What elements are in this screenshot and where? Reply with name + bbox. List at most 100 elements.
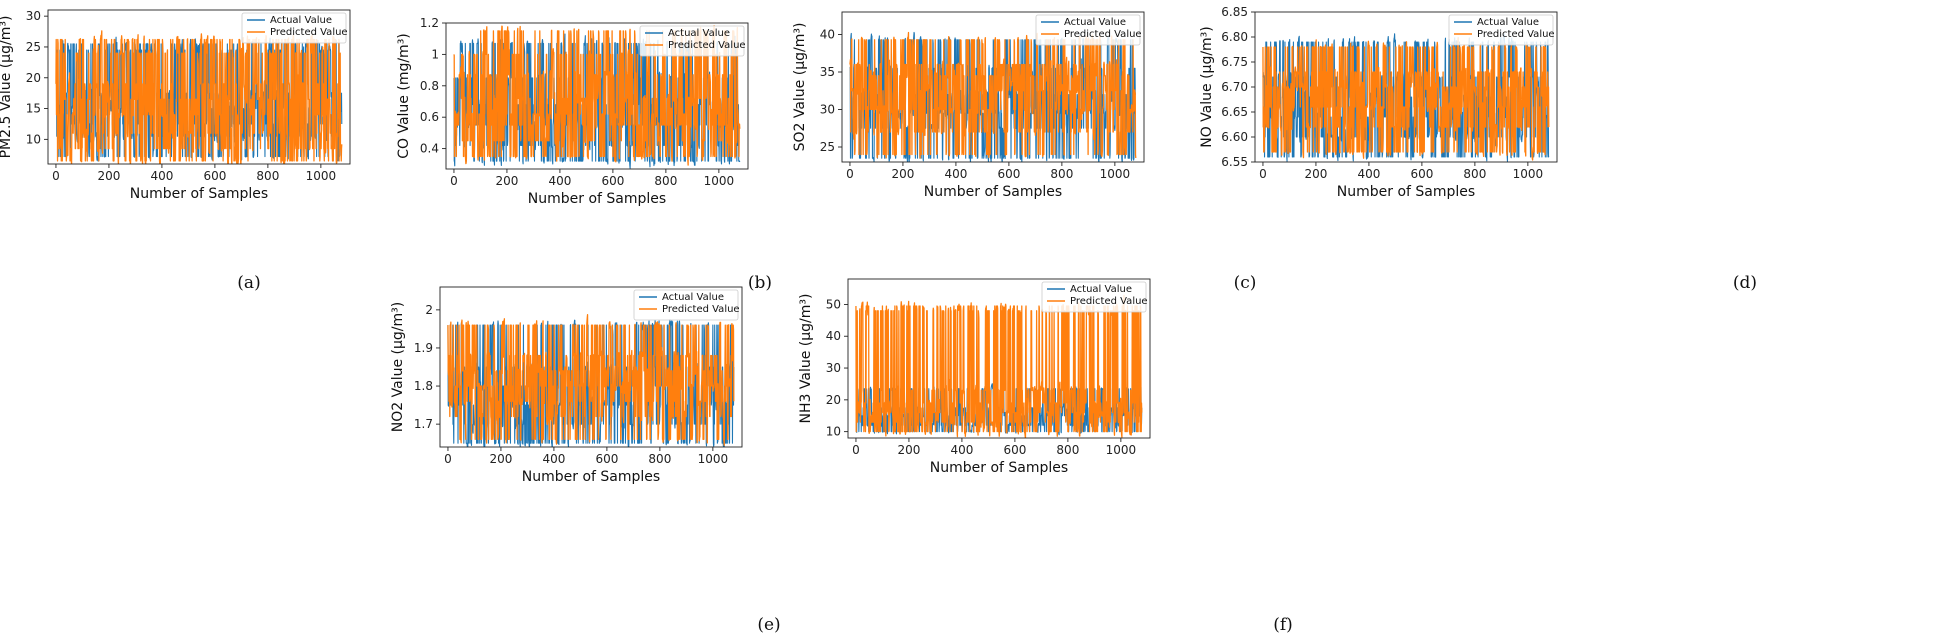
y-axis-label-d: NO Value (µg/m³) <box>1199 26 1215 148</box>
panel-f: 0 200 400 600 800 1000 10 20 30 40 50 Number of Sam… <box>798 278 1293 635</box>
legend-box-c <box>1035 14 1141 46</box>
y-tick-label-d-3: 6.70 <box>1221 80 1248 94</box>
caption-e: (e) <box>757 615 780 635</box>
x-axis-label-a: Number of Samples <box>130 186 268 202</box>
y-tick-label-e-1: 1.8 <box>414 379 433 393</box>
y-axis-label-f: NH3 Value (µg/m³) <box>798 294 814 424</box>
y-tick-label-d-4: 6.75 <box>1221 55 1248 69</box>
legend-box-a <box>241 12 347 44</box>
x-tick-label-b-600: 600 <box>601 174 624 188</box>
legend-entry-a-1: Predicted Value <box>270 27 348 38</box>
y-tick-label-b-2: 0.8 <box>420 79 439 93</box>
legend-entry-d-1: Predicted Value <box>1477 29 1555 40</box>
y-tick-label-a-3: 25 <box>26 40 41 54</box>
y-tick-label-c-1: 30 <box>820 103 835 117</box>
y-tick-label-e-0: 1.7 <box>414 417 433 431</box>
panel-d: 0 200 400 600 800 1000 6.55 6.60 6.65 6.70 6.75 6.8… <box>1199 5 1757 293</box>
legend-entry-f-0: Actual Value <box>1070 284 1132 295</box>
x-tick-label-d-200: 200 <box>1304 167 1327 181</box>
series-line-f-predicted <box>855 294 1143 438</box>
y-tick-label-f-4: 50 <box>826 297 841 311</box>
series-group-b <box>453 25 741 169</box>
x-tick-label-e-0: 0 <box>444 452 452 466</box>
panel-a: 0 200 400 600 800 1000 10 15 20 25 30 Number of Sam… <box>0 9 351 293</box>
x-tick-label-d-800: 800 <box>1463 167 1486 181</box>
x-tick-label-f-600: 600 <box>1003 443 1026 457</box>
plot-frame-b <box>445 22 749 170</box>
y-tick-label-d-6: 6.85 <box>1221 5 1248 19</box>
y-tick-label-f-3: 40 <box>826 329 841 343</box>
x-tick-label-c-400: 400 <box>944 167 967 181</box>
x-tick-label-d-600: 600 <box>1410 167 1433 181</box>
y-tick-label-d-2: 6.65 <box>1221 105 1248 119</box>
x-tick-label-b-0: 0 <box>450 174 458 188</box>
caption-f: (f) <box>1273 615 1293 635</box>
panel-c: 0 200 400 600 800 1000 25 30 35 40 Number of Sampl… <box>792 11 1257 293</box>
series-line-a-predicted <box>55 30 343 164</box>
x-tick-label-c-0: 0 <box>846 167 854 181</box>
x-tick-label-f-0: 0 <box>852 443 860 457</box>
legend-entry-c-1: Predicted Value <box>1064 29 1142 40</box>
y-tick-label-b-1: 0.6 <box>420 110 439 124</box>
x-tick-label-d-400: 400 <box>1357 167 1380 181</box>
x-tick-label-f-800: 800 <box>1056 443 1079 457</box>
y-tick-label-a-0: 10 <box>26 132 41 146</box>
x-tick-label-a-400: 400 <box>150 169 173 183</box>
series-group-f <box>855 294 1143 438</box>
panel-b: 0 200 400 600 800 1000 0.4 0.6 0.8 1 1.2 Number of … <box>396 16 772 293</box>
legend-box-f <box>1041 281 1147 313</box>
legend-entry-a-0: Actual Value <box>270 15 332 26</box>
plot-frame-e <box>439 286 743 448</box>
x-tick-label-a-0: 0 <box>52 169 60 183</box>
x-tick-label-f-1000: 1000 <box>1106 443 1137 457</box>
x-tick-label-f-200: 200 <box>897 443 920 457</box>
legend-entry-d-0: Actual Value <box>1477 17 1539 28</box>
x-tick-label-b-200: 200 <box>495 174 518 188</box>
caption-c: (c) <box>1234 273 1257 293</box>
y-tick-label-a-1: 15 <box>26 102 41 116</box>
y-axis-label-e: NO2 Value (µg/m³) <box>390 302 406 432</box>
x-tick-label-b-1000: 1000 <box>704 174 735 188</box>
caption-b: (b) <box>748 273 772 293</box>
x-tick-label-b-800: 800 <box>654 174 677 188</box>
caption-a: (a) <box>237 273 260 293</box>
y-axis-label-b: CO Value (mg/m³) <box>396 33 412 159</box>
y-tick-label-d-5: 6.80 <box>1221 30 1248 44</box>
x-tick-label-e-400: 400 <box>542 452 565 466</box>
plot-frame-c <box>841 11 1145 163</box>
series-group-c <box>849 31 1137 162</box>
plot-frame-f <box>847 278 1151 439</box>
x-tick-label-f-400: 400 <box>950 443 973 457</box>
legend-entry-f-1: Predicted Value <box>1070 296 1148 307</box>
x-axis-label-e: Number of Samples <box>522 469 660 485</box>
legend-entry-e-1: Predicted Value <box>662 304 740 315</box>
y-tick-label-b-4: 1.2 <box>420 16 439 30</box>
y-tick-label-b-3: 1 <box>431 47 439 61</box>
x-tick-label-d-0: 0 <box>1259 167 1267 181</box>
series-line-c-predicted <box>849 31 1137 159</box>
x-tick-label-c-800: 800 <box>1050 167 1073 181</box>
series-group-a <box>55 30 343 164</box>
x-axis-label-f: Number of Samples <box>930 460 1068 476</box>
x-tick-label-d-1000: 1000 <box>1513 167 1544 181</box>
legend-entry-e-0: Actual Value <box>662 292 724 303</box>
x-tick-label-b-400: 400 <box>548 174 571 188</box>
y-tick-label-a-2: 20 <box>26 71 41 85</box>
caption-d: (d) <box>1733 273 1757 293</box>
x-axis-label-c: Number of Samples <box>924 184 1062 200</box>
y-tick-label-d-0: 6.55 <box>1221 155 1248 169</box>
legend-entry-c-0: Actual Value <box>1064 17 1126 28</box>
x-tick-label-a-200: 200 <box>97 169 120 183</box>
series-line-e-predicted <box>447 314 735 446</box>
x-tick-label-a-600: 600 <box>203 169 226 183</box>
x-tick-label-a-800: 800 <box>256 169 279 183</box>
y-tick-label-c-3: 40 <box>820 28 835 42</box>
x-tick-label-e-200: 200 <box>489 452 512 466</box>
